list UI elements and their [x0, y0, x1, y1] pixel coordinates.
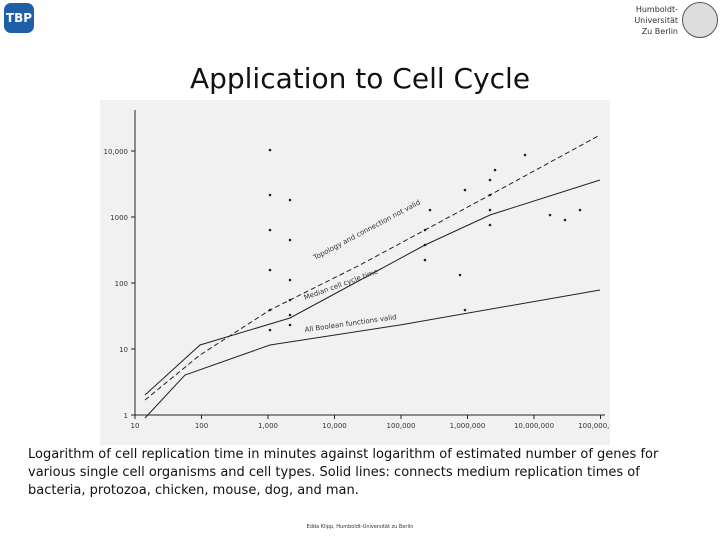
figure-background [100, 100, 610, 445]
y-tick-label: 10,000 [104, 148, 129, 156]
x-tick-label: 1,000 [258, 422, 278, 430]
median-line [144, 179, 601, 396]
figure-dot [288, 298, 292, 302]
university-line: Humboldt- [635, 5, 678, 14]
figure-dot [268, 308, 272, 312]
figure-dot [423, 258, 427, 262]
figure-dot [423, 243, 427, 247]
figure-dot [288, 238, 292, 242]
figure-dot [548, 213, 552, 217]
figure-dot [488, 178, 492, 182]
figure-dot [578, 208, 582, 212]
x-tick-label: 100 [195, 422, 208, 430]
figure-dot [288, 198, 292, 202]
university-line: Universität [634, 16, 678, 25]
figure-dot [488, 208, 492, 212]
lower-line [144, 289, 601, 419]
figure-dot [268, 193, 272, 197]
figure-dot [268, 328, 272, 332]
y-tick-label: 1000 [110, 214, 128, 222]
figure-dot [268, 228, 272, 232]
university-name: Humboldt- Universität Zu Berlin [634, 4, 678, 37]
figure-dot [288, 278, 292, 282]
figure-dot [268, 148, 272, 152]
figure-dot [423, 228, 427, 232]
x-tick-label: 100,000 [387, 422, 416, 430]
figure-dot [488, 223, 492, 227]
figure-dot [488, 193, 492, 197]
university-seal [682, 2, 718, 38]
y-tick-label: 1 [124, 412, 128, 420]
caption: Logarithm of cell replication time in mi… [28, 447, 659, 498]
slide-title: Application to Cell Cycle [189, 62, 531, 95]
x-tick-label: 100,000,000 [578, 422, 610, 430]
figure-dot [563, 218, 567, 222]
figure-dot [463, 308, 467, 312]
footer: Edda Klipp, Humboldt-Universität zu Berl… [306, 524, 414, 530]
figure-dot [493, 168, 497, 172]
figure-dot [288, 323, 292, 327]
y-tick-label: 10 [119, 346, 128, 354]
figure-dot [463, 188, 467, 192]
logo: TBP [4, 3, 34, 33]
figure-dot [428, 208, 432, 212]
figure-dot [523, 153, 527, 157]
y-tick-label: 100 [115, 280, 128, 288]
figure-dot [458, 273, 462, 277]
figure-dot [268, 268, 272, 272]
x-tick-label: 10 [131, 422, 140, 430]
x-tick-label: 1,000,000 [450, 422, 486, 430]
figure-dot [288, 313, 292, 317]
x-tick-label: 10,000 [322, 422, 347, 430]
x-tick-label: 10,000,000 [514, 422, 554, 430]
university-line: Zu Berlin [641, 27, 678, 36]
